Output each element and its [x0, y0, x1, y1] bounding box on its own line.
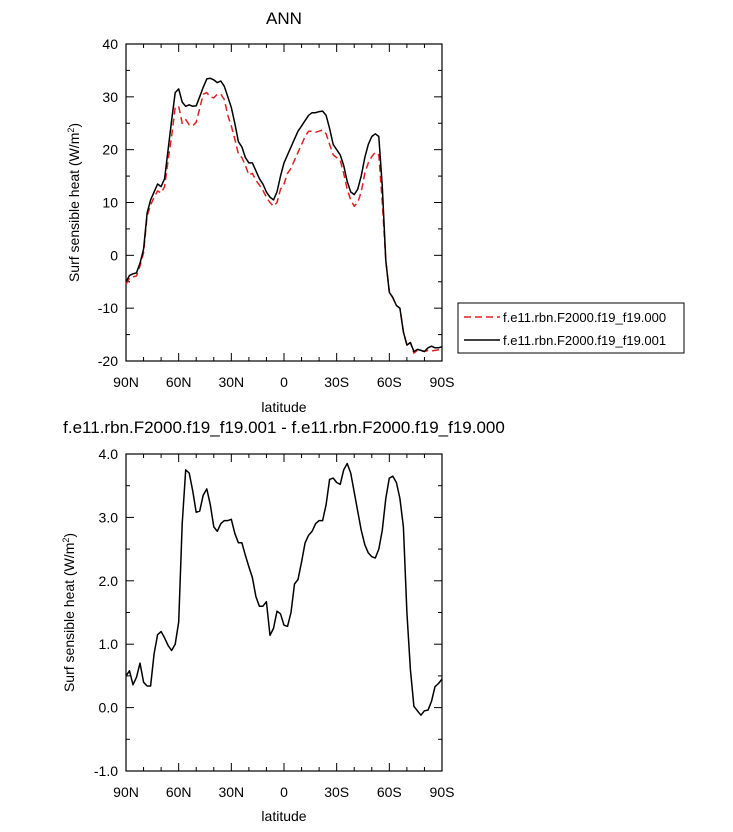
series-line-1	[125, 91, 443, 354]
x-tick-label: 0	[280, 374, 288, 390]
x-tick-label: 90N	[113, 374, 139, 390]
x-tick-label: 90S	[430, 374, 455, 390]
x-tick-label: 30N	[218, 374, 244, 390]
x-tick-label: 60S	[377, 784, 402, 800]
y-axis-label-sup: 2	[66, 128, 76, 133]
y-axis-label-main: Surf sensible heat (W/m	[66, 133, 82, 282]
y-axis-label-main: Surf sensible heat (W/m	[61, 543, 77, 692]
plot-frame	[125, 43, 443, 362]
legend-box	[457, 302, 685, 354]
chart-title: ANN	[266, 9, 302, 28]
chart-title: f.e11.rbn.F2000.f19_f19.001 - f.e11.rbn.…	[63, 418, 505, 437]
y-axis-label-close: )	[61, 533, 77, 538]
legend-label: f.e11.rbn.F2000.f19_f19.000	[503, 310, 666, 325]
x-tick-label: 90N	[113, 784, 139, 800]
series-line-1	[125, 462, 443, 716]
y-tick-label: -20	[98, 353, 118, 369]
x-tick-label: 0	[280, 784, 288, 800]
x-tick-label: 60N	[166, 374, 192, 390]
y-tick-label: 20	[102, 142, 118, 158]
y-axis-label-close: )	[66, 123, 82, 128]
plot-frame	[125, 453, 443, 772]
x-axis-label: latitude	[261, 399, 306, 415]
x-tick-label: 90S	[430, 784, 455, 800]
y-tick-label: 1.0	[99, 636, 119, 652]
y-axis-label-sup: 2	[61, 538, 71, 543]
y-tick-label: 0	[110, 247, 118, 263]
y-axis-label: Surf sensible heat (W/m2)	[61, 533, 77, 692]
y-axis-label: Surf sensible heat (W/m2)	[66, 123, 82, 282]
y-tick-label: -1.0	[94, 763, 118, 779]
chart-1: ANN 90N 60N 30N 0 30S 60S 90S 40 30 20 10 0 -10 -20 lat…	[66, 9, 685, 415]
x-tick-label: 60N	[166, 784, 192, 800]
y-tick-label: 10	[102, 195, 118, 211]
y-tick-label: -10	[98, 300, 118, 316]
x-tick-label: 30S	[324, 784, 349, 800]
x-tick-label: 60S	[377, 374, 402, 390]
x-tick-label: 30S	[324, 374, 349, 390]
series-line-2	[125, 77, 443, 353]
y-tick-label: 40	[102, 36, 118, 52]
x-tick-label: 30N	[218, 784, 244, 800]
y-tick-label: 0.0	[99, 700, 119, 716]
x-axis-label: latitude	[261, 808, 306, 824]
y-tick-label: 30	[102, 89, 118, 105]
legend-label: f.e11.rbn.F2000.f19_f19.001	[503, 333, 666, 348]
chart-2: f.e11.rbn.F2000.f19_f19.001 - f.e11.rbn.…	[61, 418, 505, 824]
y-tick-label: 2.0	[99, 573, 119, 589]
y-tick-label: 3.0	[99, 509, 119, 525]
y-tick-label: 4.0	[99, 446, 119, 462]
legend: f.e11.rbn.F2000.f19_f19.000 f.e11.rbn.F20…	[457, 302, 685, 354]
